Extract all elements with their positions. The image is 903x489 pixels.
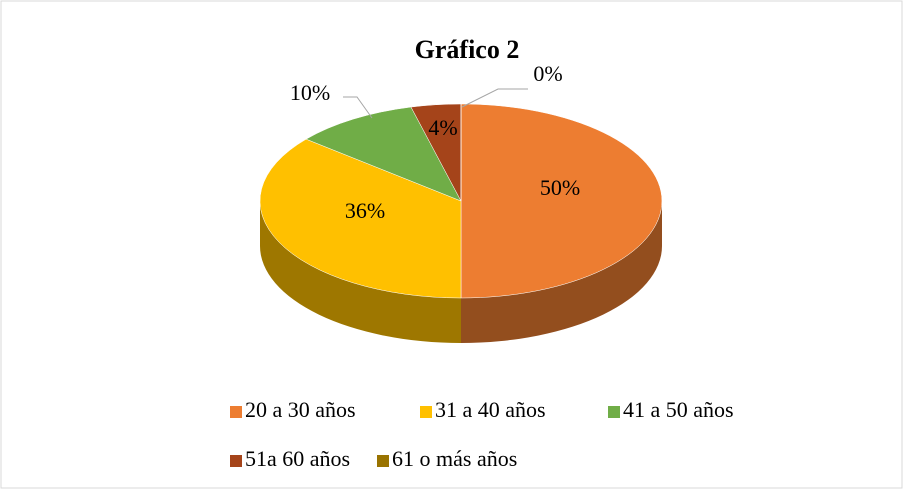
data-label: 0%	[533, 61, 562, 86]
slice-side	[461, 201, 662, 343]
legend-label: 31 a 40 años	[435, 397, 546, 422]
legend-label: 51a 60 años	[245, 446, 350, 471]
data-label: 10%	[290, 80, 330, 105]
legend-swatch	[608, 406, 620, 418]
data-label: 50%	[540, 175, 580, 200]
legend-swatch	[230, 455, 242, 467]
chart-title: Gráfico 2	[415, 35, 520, 64]
legend-label: 41 a 50 años	[623, 397, 734, 422]
data-label: 36%	[345, 198, 385, 223]
legend-label: 20 a 30 años	[245, 397, 356, 422]
legend-swatch	[230, 406, 242, 418]
legend-swatch	[377, 455, 389, 467]
slice	[460, 103, 663, 299]
slice-side	[260, 201, 461, 343]
legend-swatch	[420, 406, 432, 418]
leader-line	[461, 88, 528, 108]
legend-label: 61 o más años	[392, 446, 517, 471]
leader-line	[343, 96, 373, 119]
slice	[305, 106, 462, 202]
data-label: 4%	[428, 115, 457, 140]
slice	[259, 138, 462, 299]
